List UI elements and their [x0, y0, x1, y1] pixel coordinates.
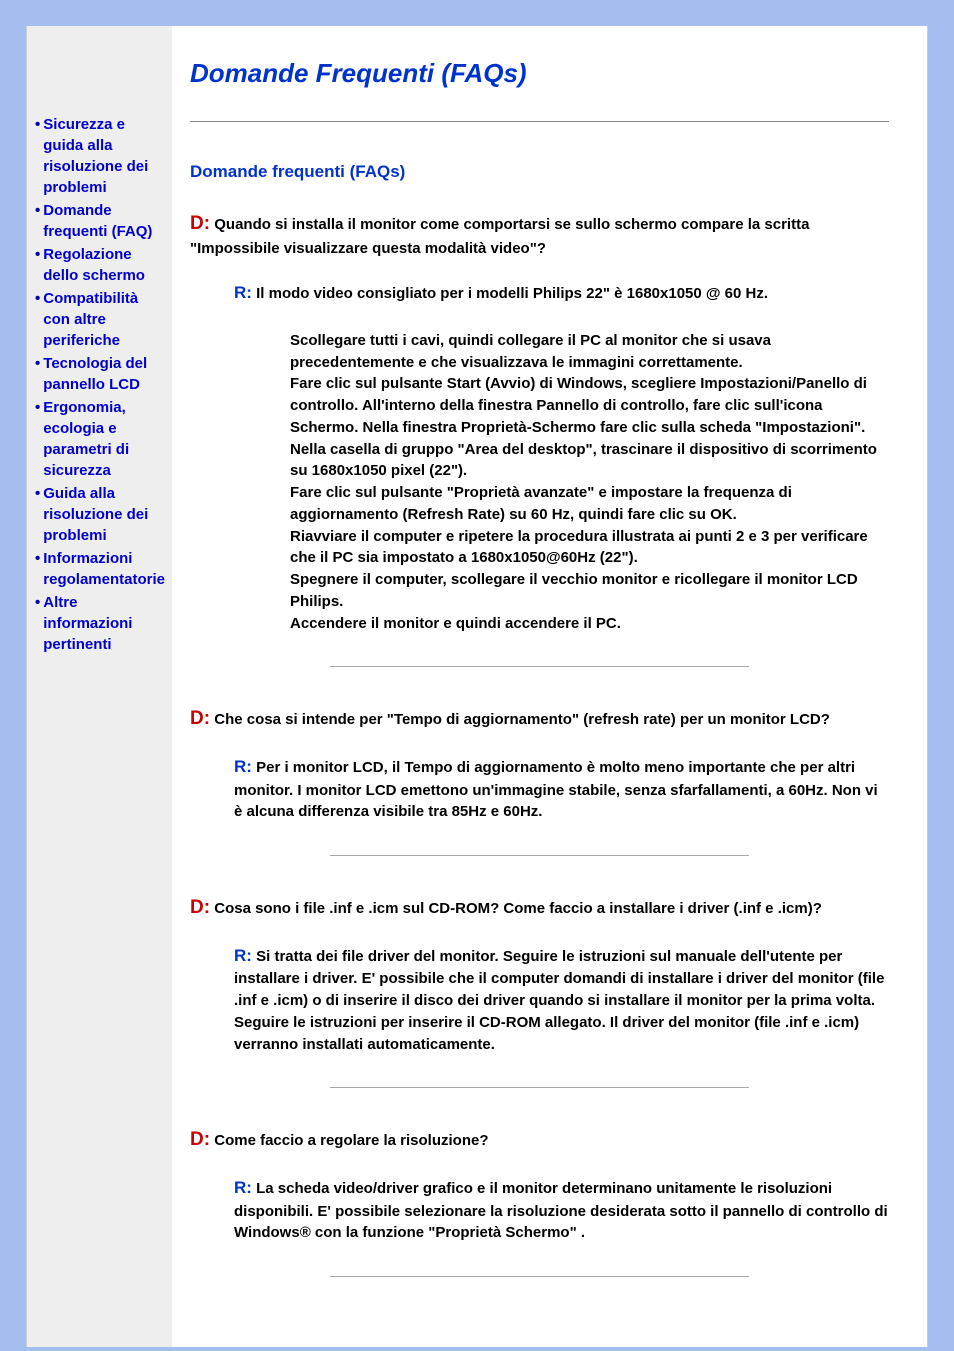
answer-label: R: — [234, 1178, 252, 1197]
qa-block: D: Cosa sono i file .inf e .icm sul CD-R… — [190, 894, 889, 1055]
sidebar-item-lcd-tech[interactable]: • Tecnologia del pannello LCD — [35, 353, 164, 395]
answer-text: Si tratta dei file driver del monitor. S… — [234, 948, 884, 1053]
answer-label: R: — [234, 283, 252, 302]
answer-label: R: — [234, 757, 252, 776]
step-text: Riavviare il computer e ripetere la proc… — [290, 526, 889, 570]
answer-block: R: Si tratta dei file driver del monitor… — [190, 944, 889, 1056]
question-line: D: Che cosa si intende per "Tempo di agg… — [190, 705, 889, 733]
bullet-icon: • — [35, 483, 40, 504]
main-content: Domande Frequenti (FAQs) Domande frequen… — [172, 26, 927, 1347]
sidebar-item-faq[interactable]: • Domande frequenti (FAQ) — [35, 200, 164, 242]
answer-block: R: La scheda video/driver grafico e il m… — [190, 1176, 889, 1244]
question-line: D: Come faccio a regolare la risoluzione… — [190, 1126, 889, 1154]
question-label: D: — [190, 213, 210, 234]
sidebar-link[interactable]: Sicurezza e guida alla risoluzione dei p… — [43, 114, 164, 198]
step-text: Scollegare tutti i cavi, quindi collegar… — [290, 330, 889, 374]
qa-divider — [330, 1276, 749, 1277]
bullet-icon: • — [35, 200, 40, 221]
sidebar-item-troubleshoot[interactable]: • Guida alla risoluzione dei problemi — [35, 483, 164, 546]
answer-line: R: La scheda video/driver grafico e il m… — [234, 1176, 889, 1244]
qa-block: D: Quando si installa il monitor come co… — [190, 210, 889, 634]
page-title: Domande Frequenti (FAQs) — [190, 58, 889, 89]
answer-line: R: Il modo video consigliato per i model… — [234, 281, 889, 306]
question-text: Come faccio a regolare la risoluzione? — [214, 1132, 488, 1149]
answer-block: R: Per i monitor LCD, il Tempo di aggior… — [190, 755, 889, 823]
sidebar-link[interactable]: Ergonomia, ecologia e parametri di sicur… — [43, 397, 164, 481]
bullet-icon: • — [35, 244, 40, 265]
sidebar-nav: • Sicurezza e guida alla risoluzione dei… — [27, 26, 172, 1347]
qa-divider — [330, 1087, 749, 1088]
sidebar-link[interactable]: Tecnologia del pannello LCD — [43, 353, 164, 395]
qa-divider — [330, 666, 749, 667]
sidebar-link[interactable]: Regolazione dello schermo — [43, 244, 164, 286]
bullet-icon: • — [35, 353, 40, 374]
sidebar-link[interactable]: Compatibilità con altre periferiche — [43, 288, 164, 351]
sidebar-item-compatibility[interactable]: • Compatibilità con altre periferiche — [35, 288, 164, 351]
answer-block: R: Il modo video consigliato per i model… — [190, 281, 889, 306]
sidebar-link[interactable]: Guida alla risoluzione dei problemi — [43, 483, 164, 546]
bullet-icon: • — [35, 592, 40, 613]
question-label: D: — [190, 708, 210, 729]
sidebar-link[interactable]: Informazioni regolamentatorie — [43, 548, 165, 590]
section-title: Domande frequenti (FAQs) — [190, 162, 889, 182]
step-text: Fare clic sul pulsante Start (Avvio) di … — [290, 373, 889, 482]
sidebar-item-safety[interactable]: • Sicurezza e guida alla risoluzione dei… — [35, 114, 164, 198]
page-container: • Sicurezza e guida alla risoluzione dei… — [26, 26, 928, 1347]
sidebar-item-regulatory[interactable]: • Informazioni regolamentatorie — [35, 548, 164, 590]
qa-divider — [330, 855, 749, 856]
step-text: Fare clic sul pulsante "Proprietà avanza… — [290, 482, 889, 526]
title-divider — [190, 121, 889, 122]
qa-block: D: Che cosa si intende per "Tempo di agg… — [190, 705, 889, 823]
answer-text: La scheda video/driver grafico e il moni… — [234, 1180, 888, 1241]
sidebar-link[interactable]: Altre informazioni pertinenti — [43, 592, 164, 655]
sidebar-item-other-info[interactable]: • Altre informazioni pertinenti — [35, 592, 164, 655]
answer-line: R: Per i monitor LCD, il Tempo di aggior… — [234, 755, 889, 823]
question-text: Che cosa si intende per "Tempo di aggior… — [214, 711, 830, 728]
question-text: Quando si installa il monitor come compo… — [190, 216, 809, 257]
answer-label: R: — [234, 946, 252, 965]
bullet-icon: • — [35, 397, 40, 418]
sidebar-item-ergonomics[interactable]: • Ergonomia, ecologia e parametri di sic… — [35, 397, 164, 481]
bullet-icon: • — [35, 114, 40, 135]
question-text: Cosa sono i file .inf e .icm sul CD-ROM?… — [214, 900, 822, 917]
question-line: D: Quando si installa il monitor come co… — [190, 210, 889, 259]
answer-line: R: Si tratta dei file driver del monitor… — [234, 944, 889, 1056]
question-label: D: — [190, 1129, 210, 1150]
answer-text: Per i monitor LCD, il Tempo di aggiornam… — [234, 759, 878, 820]
sidebar-link[interactable]: Domande frequenti (FAQ) — [43, 200, 164, 242]
answer-text: Il modo video consigliato per i modelli … — [256, 285, 768, 302]
step-text: Spegnere il computer, scollegare il vecc… — [290, 569, 889, 613]
steps-block: Scollegare tutti i cavi, quindi collegar… — [190, 330, 889, 635]
sidebar-item-screen-adjust[interactable]: • Regolazione dello schermo — [35, 244, 164, 286]
bullet-icon: • — [35, 288, 40, 309]
qa-block: D: Come faccio a regolare la risoluzione… — [190, 1126, 889, 1244]
step-text: Accendere il monitor e quindi accendere … — [290, 613, 889, 635]
question-line: D: Cosa sono i file .inf e .icm sul CD-R… — [190, 894, 889, 922]
bullet-icon: • — [35, 548, 40, 569]
question-label: D: — [190, 897, 210, 918]
